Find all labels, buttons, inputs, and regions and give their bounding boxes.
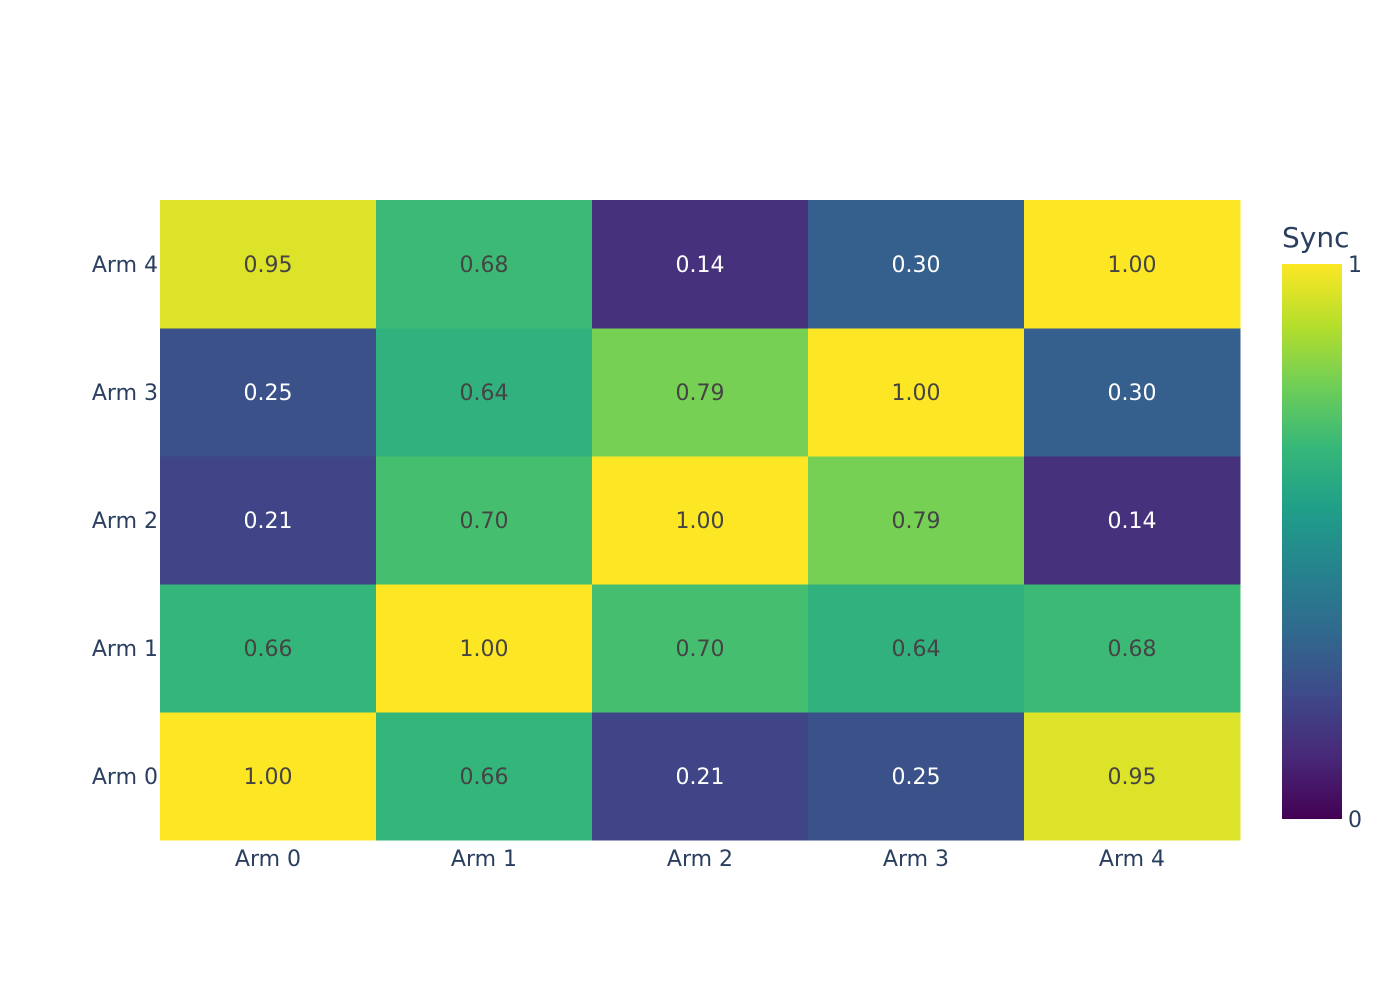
heatmap-cell xyxy=(376,200,593,329)
x-axis-ticks: Arm 0 Arm 1 Arm 2 Arm 3 Arm 4 xyxy=(235,847,1165,872)
heatmap-cell xyxy=(808,584,1025,713)
x-tick-label: Arm 2 xyxy=(667,847,733,872)
heatmap-cell xyxy=(592,200,809,329)
x-tick-label: Arm 4 xyxy=(1099,847,1165,872)
cell-value-label: 0.25 xyxy=(244,381,293,406)
cell-value-label: 0.30 xyxy=(892,253,941,278)
cell-value-label: 1.00 xyxy=(676,509,725,534)
colorbar-tick-label: 1 xyxy=(1348,253,1362,278)
colorbar-title: Sync xyxy=(1282,221,1349,254)
cell-value-label: 0.79 xyxy=(676,381,725,406)
cell-value-label: 1.00 xyxy=(892,381,941,406)
cell-value-label: 0.70 xyxy=(676,637,725,662)
y-axis-ticks: Arm 0 Arm 1 Arm 2 Arm 3 Arm 4 xyxy=(92,253,158,790)
cell-value-label: 0.14 xyxy=(676,253,725,278)
cell-value-label: 0.68 xyxy=(1108,637,1157,662)
cell-value-label: 1.00 xyxy=(244,765,293,790)
y-tick-label: Arm 4 xyxy=(92,253,158,278)
heatmap-cell xyxy=(592,456,809,585)
y-tick-label: Arm 3 xyxy=(92,381,158,406)
cell-value-label: 1.00 xyxy=(460,637,509,662)
colorbar: Sync 01 xyxy=(1282,221,1362,833)
cell-value-label: 0.25 xyxy=(892,765,941,790)
cell-value-label: 0.21 xyxy=(244,509,293,534)
cell-value-label: 0.66 xyxy=(460,765,509,790)
cell-value-label: 0.68 xyxy=(460,253,509,278)
heatmap-cell xyxy=(1024,456,1241,585)
colorbar-tick-label: 0 xyxy=(1348,808,1362,833)
heatmap-cell xyxy=(160,456,377,585)
cell-value-label: 0.66 xyxy=(244,637,293,662)
cell-value-label: 0.95 xyxy=(244,253,293,278)
cell-value-label: 0.64 xyxy=(460,381,509,406)
heatmap-cell xyxy=(808,200,1025,329)
heatmap-cell xyxy=(1024,200,1241,329)
cell-value-label: 0.21 xyxy=(676,765,725,790)
cell-value-label: 1.00 xyxy=(1108,253,1157,278)
x-tick-label: Arm 0 xyxy=(235,847,301,872)
heatmap-cell xyxy=(376,456,593,585)
cell-value-label: 0.64 xyxy=(892,637,941,662)
heatmap-cell xyxy=(808,456,1025,585)
heatmap-cell xyxy=(376,584,593,713)
heatmap-cell xyxy=(592,584,809,713)
x-tick-label: Arm 3 xyxy=(883,847,949,872)
heatmap-cell xyxy=(592,712,809,841)
cell-value-label: 0.79 xyxy=(892,509,941,534)
heatmap-cell xyxy=(1024,712,1241,841)
y-tick-label: Arm 0 xyxy=(92,765,158,790)
y-tick-label: Arm 1 xyxy=(92,637,158,662)
heatmap-cell xyxy=(808,328,1025,457)
cell-value-label: 0.70 xyxy=(460,509,509,534)
cell-value-label: 0.95 xyxy=(1108,765,1157,790)
heatmap-cell xyxy=(376,328,593,457)
heatmap-cells: 1.00 0.66 0.21 0.25 0.95 0.66 1.00 0.70 0.64 0.68… xyxy=(160,200,1241,841)
heatmap-cell xyxy=(160,584,377,713)
x-tick-label: Arm 1 xyxy=(451,847,517,872)
y-tick-label: Arm 2 xyxy=(92,509,158,534)
heatmap-cell xyxy=(160,328,377,457)
colorbar-ticks: 01 xyxy=(1348,253,1362,833)
cell-value-label: 0.14 xyxy=(1108,509,1157,534)
colorbar-gradient xyxy=(1282,264,1342,819)
heatmap-cell xyxy=(592,328,809,457)
heatmap-cell xyxy=(1024,584,1241,713)
heatmap-cell xyxy=(160,712,377,841)
cell-value-label: 0.30 xyxy=(1108,381,1157,406)
heatmap-cell xyxy=(376,712,593,841)
heatmap-cell xyxy=(1024,328,1241,457)
heatmap-cell xyxy=(808,712,1025,841)
heatmap-cell xyxy=(160,200,377,329)
